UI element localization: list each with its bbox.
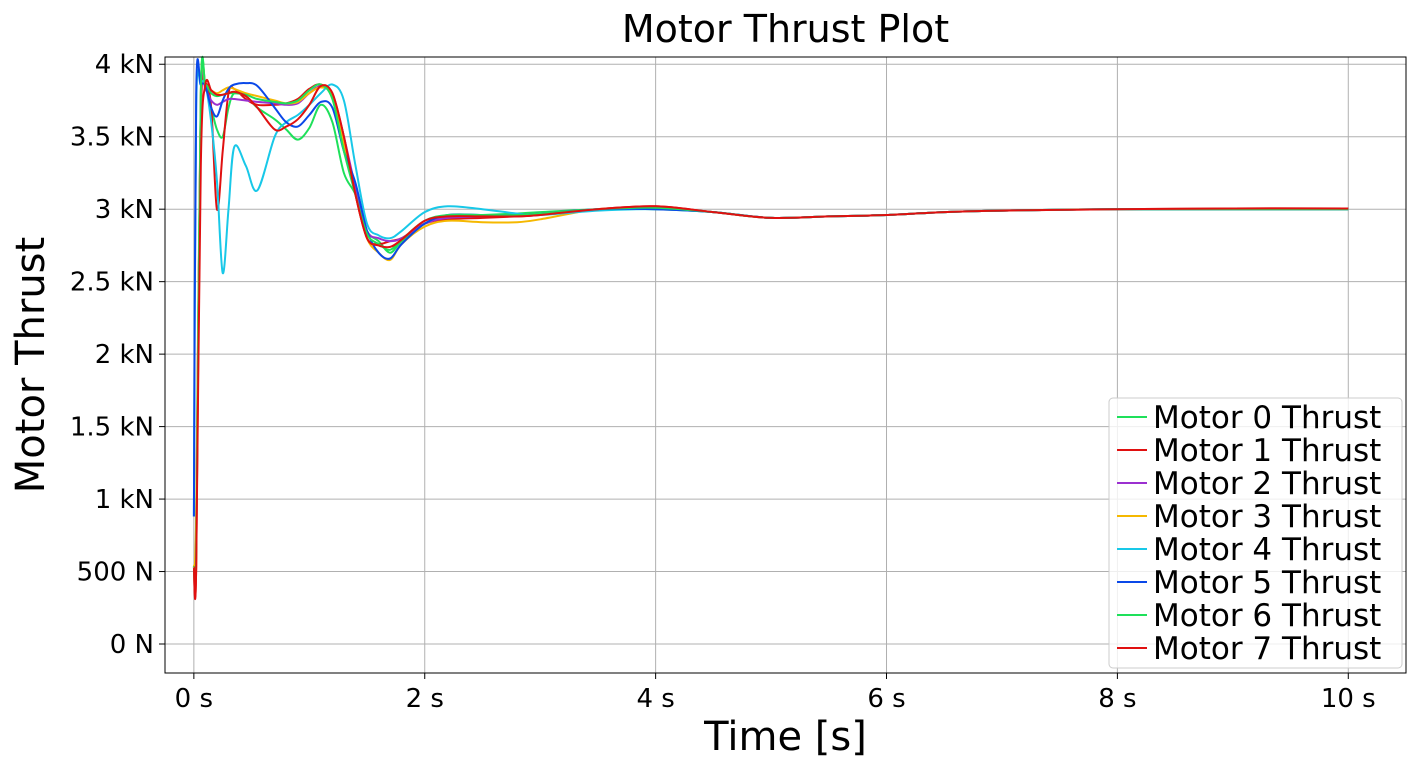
y-tick-label: 1 kN — [95, 485, 154, 515]
y-tick-label: 2 kN — [95, 340, 154, 370]
y-tick-label: 4 kN — [95, 50, 154, 80]
legend-label: Motor 0 Thrust — [1153, 400, 1381, 436]
y-tick-label: 3.5 kN — [70, 123, 154, 153]
legend-box — [1108, 397, 1403, 669]
x-tick-label: 2 s — [406, 684, 444, 714]
y-axis-ticks: 0 N 500 N 1 kN 1.5 kN 2 kN 2.5 kN 3 kN 3.5 kN 4 … — [70, 50, 165, 660]
legend-label: Motor 1 Thrust — [1153, 433, 1381, 469]
series-lines — [192, 55, 1349, 600]
series-line-motor-7 — [192, 78, 1349, 598]
y-tick-label: 0 N — [110, 630, 154, 660]
plot-frame — [164, 56, 1407, 674]
legend-label: Motor 6 Thrust — [1153, 598, 1381, 634]
x-tick-label: 0 s — [175, 684, 213, 714]
legend-label: Motor 2 Thrust — [1153, 466, 1381, 502]
chart-title: Motor Thrust Plot — [622, 7, 949, 51]
y-tick-label: 1.5 kN — [70, 413, 154, 443]
y-tick-label: 2.5 kN — [70, 268, 154, 298]
y-axis-label: Motor Thrust — [8, 237, 54, 493]
x-axis-label: Time [s] — [703, 714, 867, 760]
legend-label: Motor 4 Thrust — [1153, 532, 1381, 568]
legend-label: Motor 5 Thrust — [1153, 565, 1381, 601]
x-tick-label: 8 s — [1098, 684, 1136, 714]
y-tick-label: 3 kN — [95, 195, 154, 225]
x-tick-label: 4 s — [636, 684, 674, 714]
x-tick-label: 10 s — [1321, 684, 1376, 714]
x-tick-label: 6 s — [867, 684, 905, 714]
x-axis-ticks: 0 s 2 s 4 s 6 s 8 s 10 s — [175, 673, 1376, 714]
legend-label: Motor 3 Thrust — [1153, 499, 1381, 535]
legend-label: Motor 7 Thrust — [1153, 631, 1381, 667]
y-tick-label: 500 N — [77, 558, 154, 588]
